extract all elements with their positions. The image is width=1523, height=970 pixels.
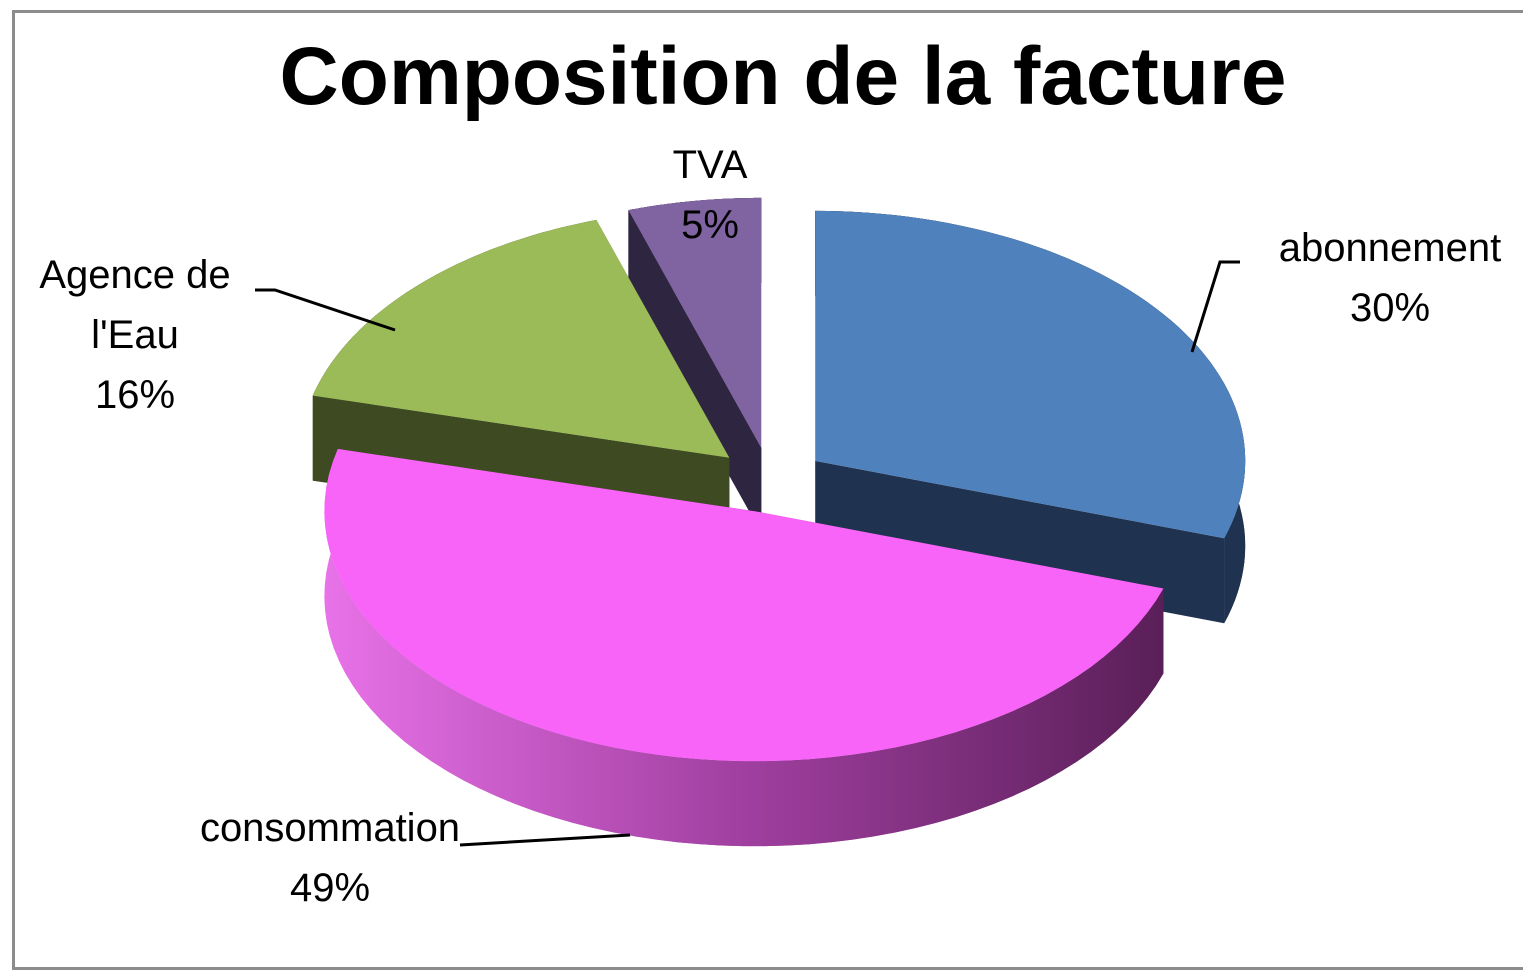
leader-line: [1190, 260, 1240, 353]
chart-title: Composition de la facture: [279, 31, 1287, 122]
value-label: 16%: [94, 373, 176, 417]
category-label: Agence de l'Eau: [39, 253, 231, 357]
value-label: 30%: [1349, 286, 1431, 330]
slice-side: [628, 210, 762, 533]
slice: [628, 197, 762, 448]
value-label: 49%: [289, 866, 371, 910]
slice-label: abonnement 30%: [1230, 218, 1523, 338]
leader-line: [255, 288, 396, 332]
slice: [324, 449, 1164, 762]
slice-label: TVA 5%: [610, 135, 810, 255]
slice: [312, 220, 730, 458]
slice-label: consommation 49%: [130, 798, 530, 918]
category-label: TVA: [672, 143, 748, 187]
value-label: 5%: [681, 203, 739, 247]
leader-lines: [255, 260, 1240, 847]
slice-side: [324, 449, 1164, 847]
slice-label: Agence de l'Eau 16%: [20, 245, 250, 425]
category-label: consommation: [199, 806, 461, 850]
slice: [815, 210, 1246, 539]
category-label: abonnement: [1278, 226, 1502, 270]
leader-line: [459, 833, 631, 847]
